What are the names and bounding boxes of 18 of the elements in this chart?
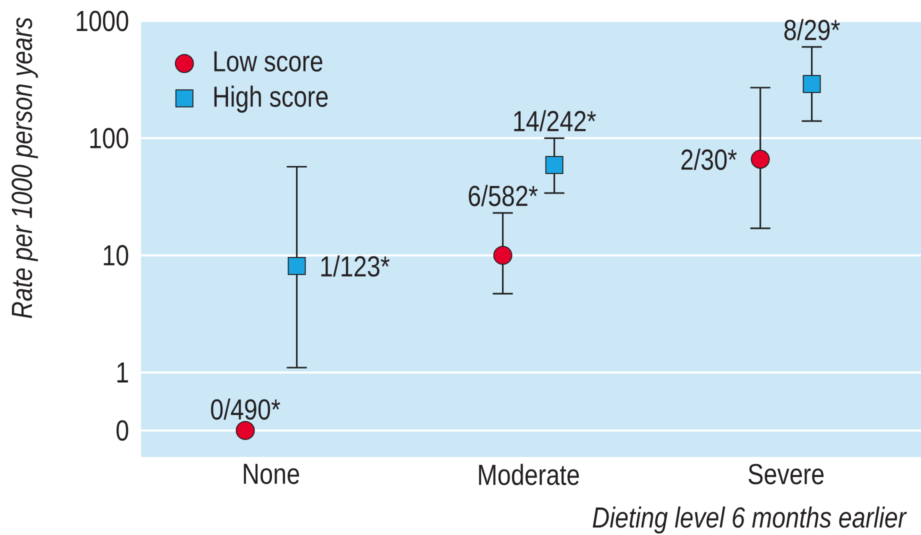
data-label: 2/30* xyxy=(681,148,737,170)
legend-label: High score xyxy=(214,86,328,113)
data-label: 6/582* xyxy=(468,184,538,206)
x-axis-title: Dieting level 6 months earlier xyxy=(592,506,907,534)
data-label: 14/242* xyxy=(514,110,596,132)
x-tick-label: None xyxy=(244,464,300,484)
x-tick-label: Severe xyxy=(748,464,824,484)
x-tick-label: Moderate xyxy=(479,464,579,486)
y-axis-title: Rate per 1000 person years xyxy=(12,17,38,318)
y-tick-label: 10 xyxy=(104,245,128,266)
y-tick-label: 100 xyxy=(90,128,128,148)
y-tick-label: 1 xyxy=(117,362,128,382)
legend-label: Low score xyxy=(214,51,322,72)
y-tick-label: 0 xyxy=(116,420,128,441)
data-label: 1/123* xyxy=(321,255,390,277)
data-label: 0/490* xyxy=(211,398,280,420)
data-label: 8/29* xyxy=(784,18,840,40)
y-tick-label: 1000 xyxy=(76,10,128,32)
